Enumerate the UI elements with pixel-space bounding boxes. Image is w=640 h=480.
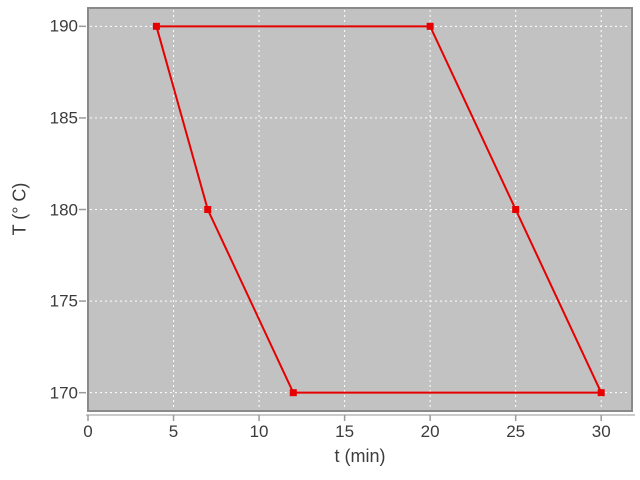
y-tick-label: 185 [49,108,78,128]
data-point-marker [597,389,605,397]
x-tick-label: 10 [249,422,269,441]
data-point-marker [426,22,434,30]
data-point-marker [289,389,297,397]
x-tick-label: 20 [420,422,440,441]
y-tick-label: 180 [49,200,78,219]
x-axis-title: t (min) [334,446,386,466]
x-tick-label: 15 [335,422,355,441]
data-point-marker [152,22,160,30]
y-tick-label: 175 [49,291,78,311]
x-tick-label: 25 [506,422,526,441]
x-tick-label: 30 [591,422,611,441]
data-point-marker [512,206,520,213]
y-tick-label: 190 [49,16,78,36]
x-tick-label: 5 [168,422,179,441]
x-tick-label: 0 [83,422,93,441]
y-tick-label: 170 [49,383,78,403]
data-point-marker [204,206,212,213]
y-axis-title: T (° C) [9,182,30,236]
